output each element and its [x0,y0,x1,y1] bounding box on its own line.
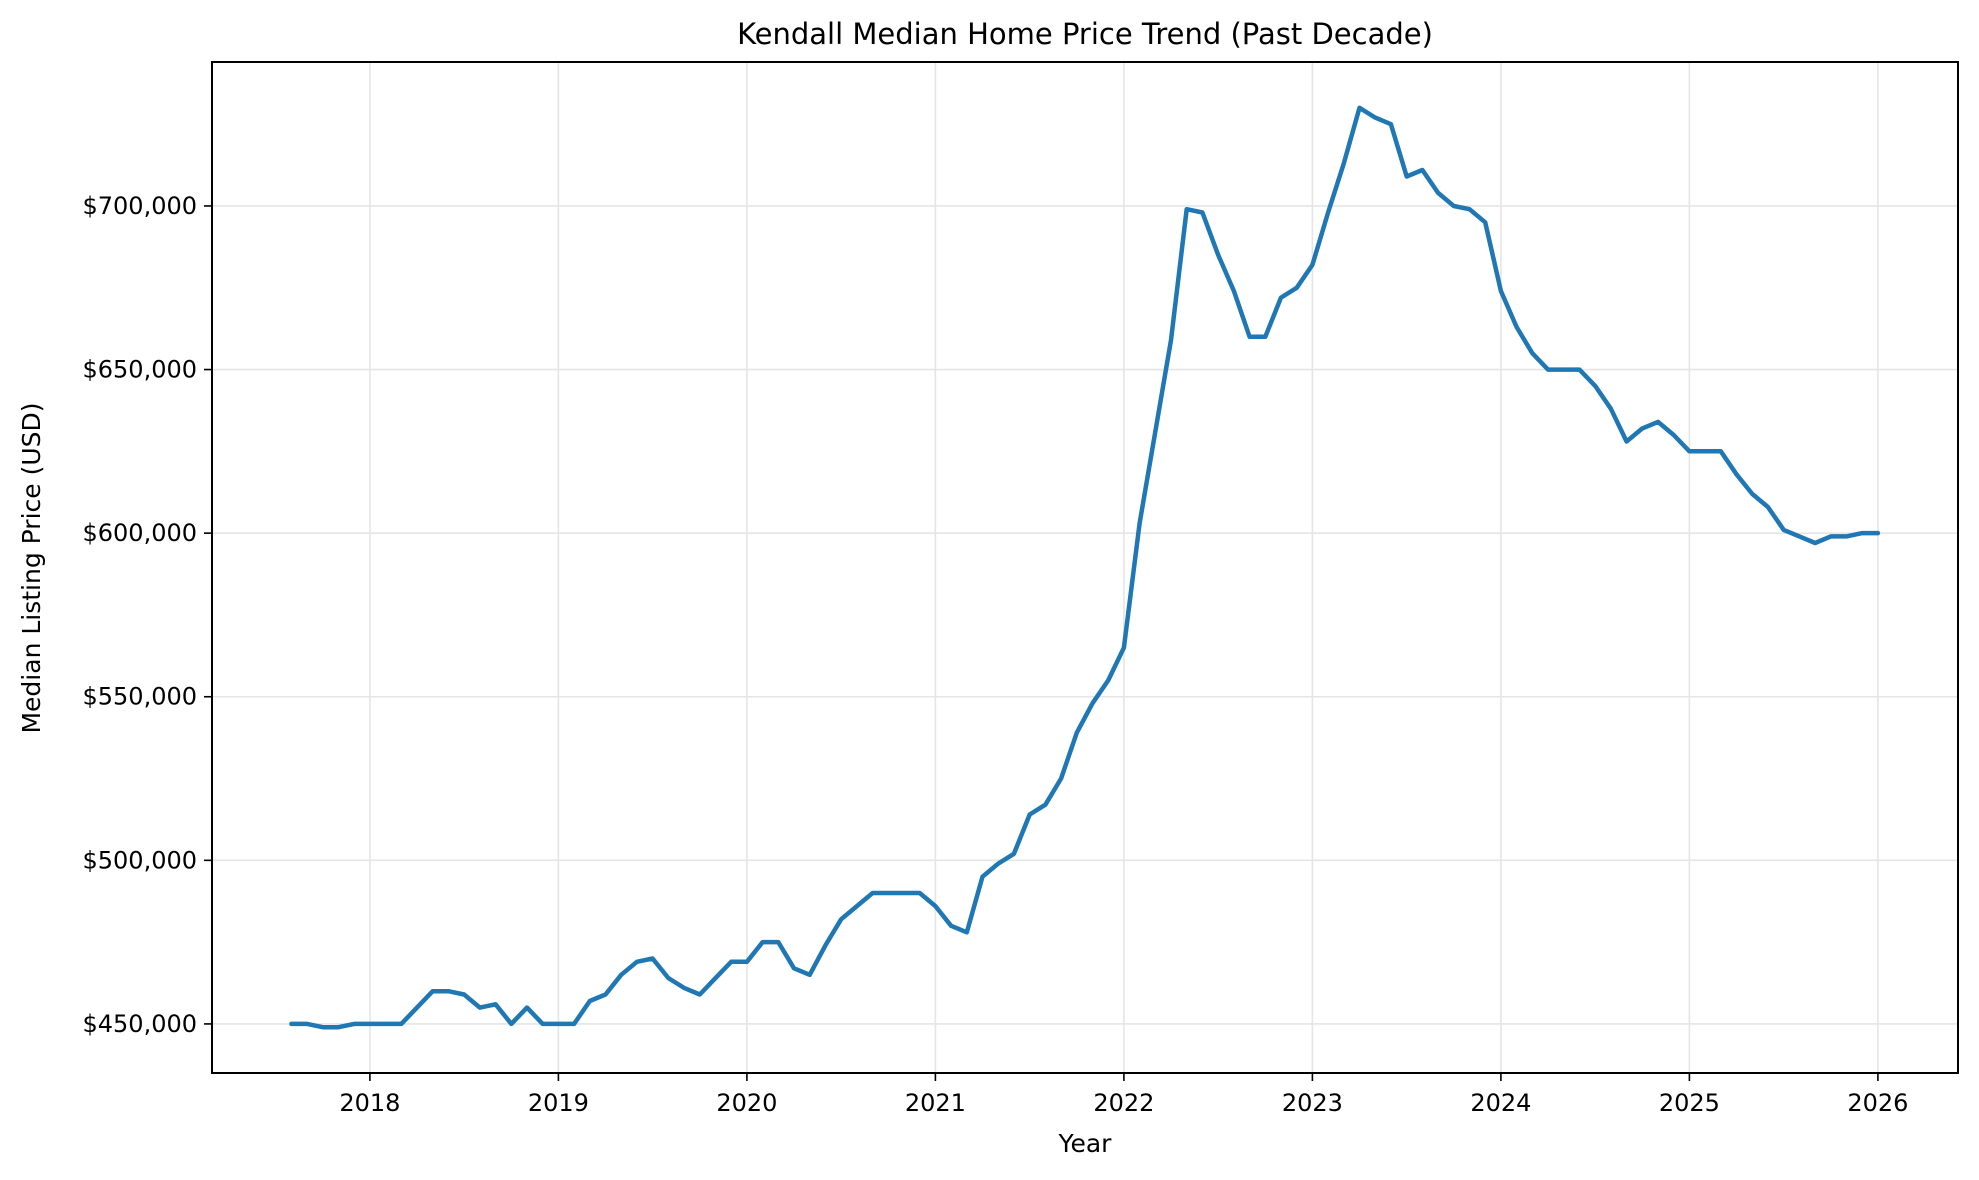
x-tick-label: 2021 [905,1089,966,1117]
chart-title: Kendall Median Home Price Trend (Past De… [737,17,1433,51]
x-tick-label: 2025 [1659,1089,1720,1117]
x-tick-label: 2020 [716,1089,777,1117]
y-tick-label: $700,000 [82,192,197,220]
gridlines [212,62,1958,1073]
price-line-layer [289,105,1881,1030]
x-axis-label: Year [1058,1129,1113,1158]
plot-border [211,61,1959,1074]
x-tick-label: 2019 [528,1089,589,1117]
x-tick-label: 2026 [1847,1089,1908,1117]
axes [204,61,1959,1081]
x-tick-label: 2018 [339,1089,400,1117]
y-axis-label: Median Listing Price (USD) [17,402,46,733]
x-tick-label: 2022 [1093,1089,1154,1117]
x-tick-label: 2023 [1282,1089,1343,1117]
y-tick-label: $450,000 [82,1010,197,1038]
y-tick-label: $600,000 [82,519,197,547]
y-tick-label: $550,000 [82,683,197,711]
y-tick-label: $650,000 [82,356,197,384]
x-tick-label: 2024 [1470,1089,1531,1117]
tick-labels: $450,000 $500,000 $550,000 $600,000 $650,000… [82,192,1908,1117]
y-tick-label: $500,000 [82,846,197,874]
median-price-line [289,105,1881,1030]
